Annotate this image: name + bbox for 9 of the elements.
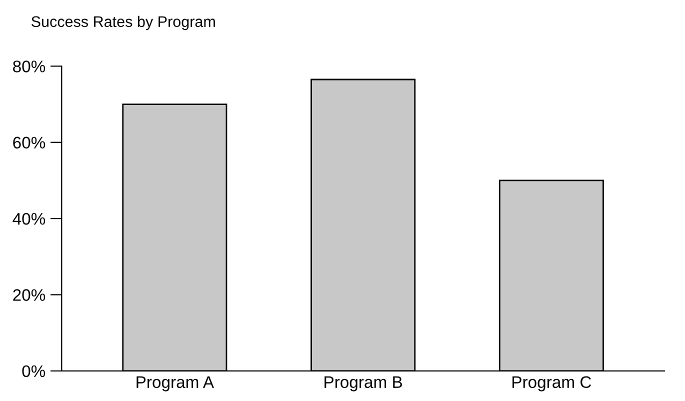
x-tick-label: Program A bbox=[136, 376, 214, 392]
x-tick-label: Program C bbox=[512, 376, 592, 392]
y-tick-label: 80% bbox=[13, 60, 46, 72]
y-tick-label: 20% bbox=[13, 289, 46, 301]
chart-title: Success Rates by Program bbox=[32, 16, 215, 30]
y-tick-label: 40% bbox=[12, 212, 46, 225]
y-tick-label: 0% bbox=[22, 365, 46, 378]
y-tick-label: 60% bbox=[13, 136, 46, 149]
x-tick-label: Program B bbox=[324, 376, 402, 392]
